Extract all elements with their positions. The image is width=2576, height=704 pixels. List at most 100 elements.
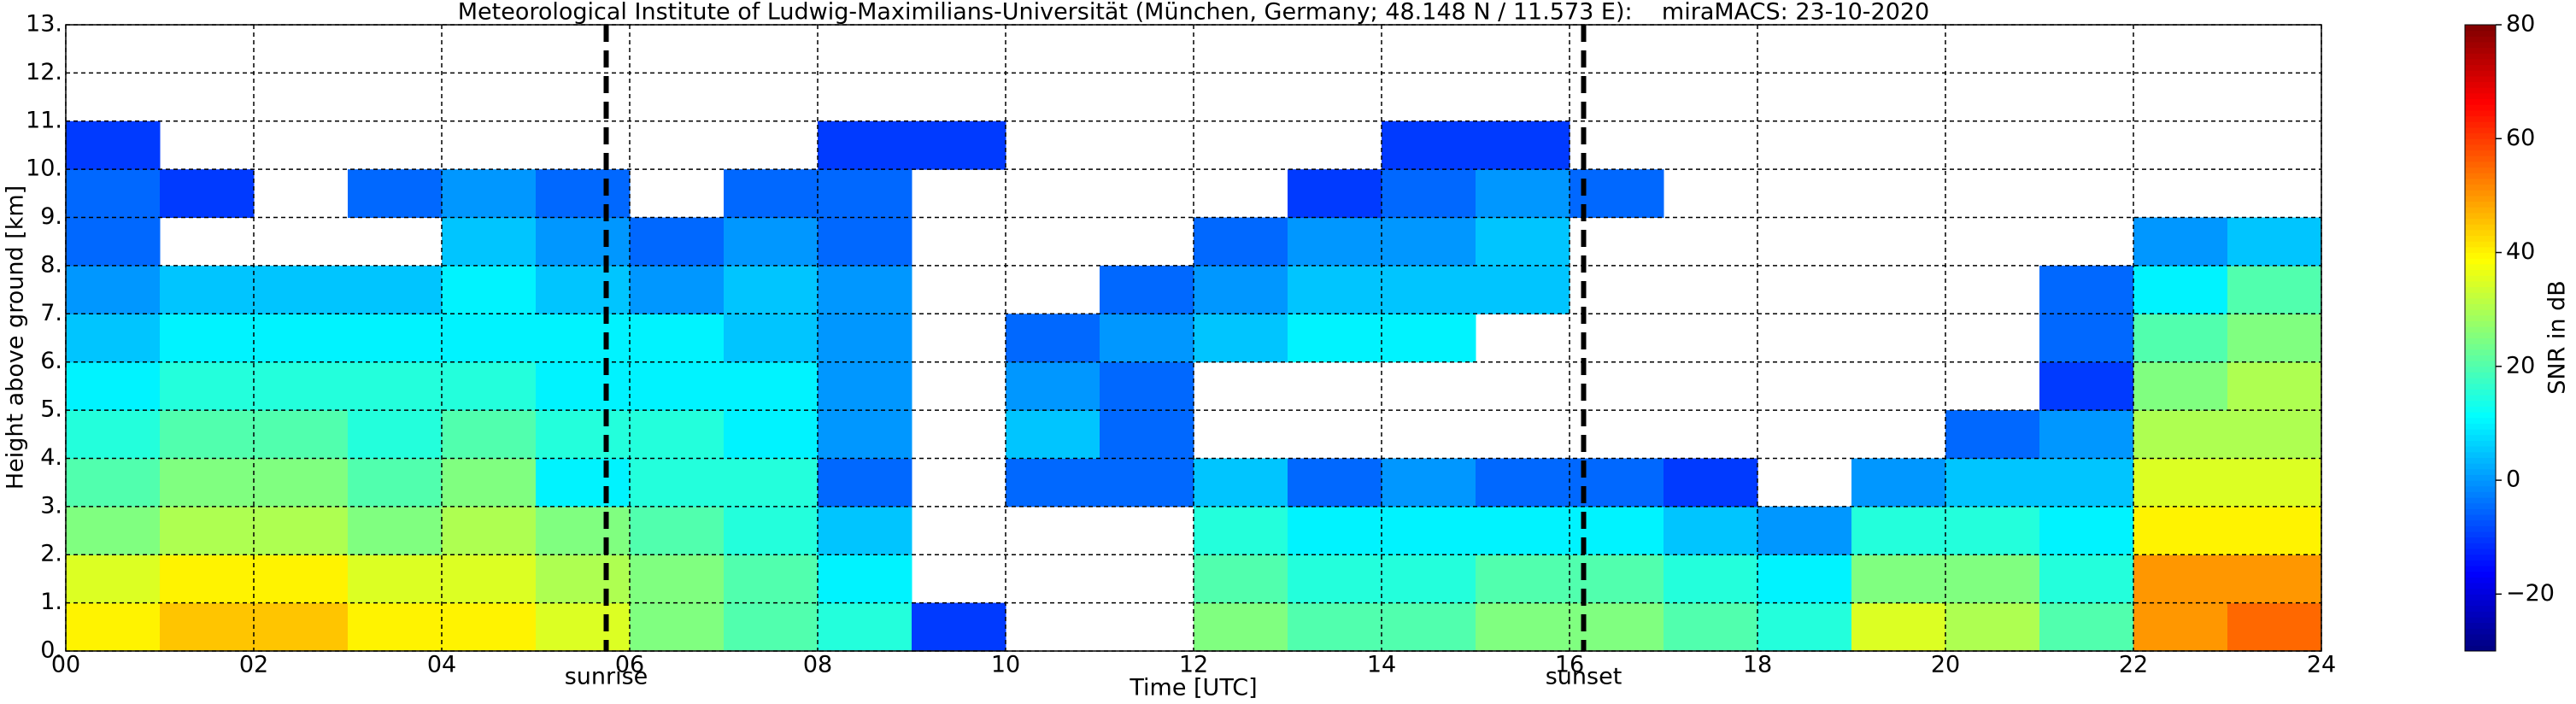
colorbar-step (2465, 161, 2496, 168)
snr-cell (1100, 410, 1194, 459)
x-tick-label: 02 (239, 652, 268, 678)
snr-cell (536, 217, 631, 267)
snr-cell (818, 458, 912, 507)
snr-cell (1851, 458, 1946, 507)
colorbar-step (2465, 178, 2496, 185)
snr-cell (348, 169, 443, 219)
colorbar-step (2465, 508, 2496, 515)
colorbar-tick-label: 80 (2506, 11, 2535, 38)
snr-cell (66, 602, 161, 652)
snr-cell (66, 458, 161, 507)
snr-cell (818, 410, 912, 459)
snr-cell (442, 265, 537, 314)
snr-cell (724, 217, 819, 267)
snr-cell (2039, 602, 2134, 652)
snr-cell (1288, 554, 1382, 604)
colorbar-step (2465, 331, 2496, 338)
y-tick-label: 10. (26, 155, 62, 182)
y-tick-label: 7. (40, 300, 62, 326)
snr-cell (1288, 314, 1382, 363)
y-tick-label: 9. (40, 203, 62, 230)
snr-cell (66, 120, 161, 170)
snr-cell (160, 314, 255, 363)
snr-cell (1006, 458, 1100, 507)
snr-cell (1851, 602, 1946, 652)
colorbar-step (2465, 292, 2496, 299)
snr-cell (818, 602, 912, 652)
chart-title: Meteorological Institute of Ludwig-Maxim… (458, 0, 1930, 26)
colorbar-step (2465, 269, 2496, 276)
snr-cell (724, 169, 819, 219)
x-tick-label: 14 (1367, 652, 1396, 678)
y-tick-label: 5. (40, 396, 62, 423)
snr-cell (160, 458, 255, 507)
colorbar-step (2465, 372, 2496, 378)
colorbar-step (2465, 212, 2496, 220)
snr-cell (348, 554, 443, 604)
colorbar-tick-label: 20 (2506, 352, 2535, 378)
snr-cell (1382, 506, 1476, 555)
y-tick-label: 12. (26, 59, 62, 85)
snr-cell (2227, 458, 2322, 507)
colorbar-step (2465, 583, 2496, 590)
x-tick-label: 04 (427, 652, 456, 678)
colorbar-step (2465, 184, 2496, 191)
snr-cell (1945, 410, 2040, 459)
colorbar-step (2465, 121, 2496, 128)
snr-cell (1945, 554, 2040, 604)
snr-cell (818, 361, 912, 411)
x-axis-label: Time [UTC] (1129, 675, 1257, 701)
colorbar-step (2465, 566, 2496, 572)
snr-cell (2133, 361, 2228, 411)
x-tick-label: 06 (615, 652, 644, 678)
colorbar-step (2465, 361, 2496, 367)
colorbar-step (2465, 440, 2496, 447)
snr-cell (1382, 602, 1476, 652)
snr-cell (66, 169, 161, 219)
snr-cell (1757, 602, 1852, 652)
colorbar-step (2465, 241, 2496, 248)
colorbar-step (2465, 81, 2496, 88)
snr-cell (1382, 265, 1476, 314)
snr-cell (2133, 410, 2228, 459)
snr-cell (160, 265, 255, 314)
snr-cell (2227, 602, 2322, 652)
snr-cell (536, 554, 631, 604)
snr-cell (1945, 602, 2040, 652)
colorbar-step (2465, 474, 2496, 481)
colorbar-step (2465, 645, 2496, 652)
snr-cell (2039, 314, 2134, 363)
snr-cell (2227, 361, 2322, 411)
snr-cell (536, 265, 631, 314)
colorbar-step (2465, 412, 2496, 419)
heatmap (66, 120, 2322, 652)
y-tick-label: 3. (40, 492, 62, 519)
snr-cell (1476, 169, 1570, 219)
x-tick-label: 10 (991, 652, 1020, 678)
colorbar-step (2465, 224, 2496, 231)
snr-cell (254, 361, 349, 411)
colorbar-step (2465, 92, 2496, 100)
snr-cell (1476, 554, 1570, 604)
snr-cell (160, 602, 255, 652)
colorbar-frame (2464, 24, 2497, 652)
x-tick-label: 20 (1931, 652, 1960, 678)
colorbar-step (2465, 451, 2496, 458)
colorbar-step (2465, 87, 2496, 94)
colorbar-step (2465, 543, 2496, 549)
snr-cell (1851, 554, 1946, 604)
colorbar-step (2465, 560, 2496, 566)
snr-cell (254, 265, 349, 314)
colorbar-step (2465, 355, 2496, 361)
colorbar-step (2465, 531, 2496, 538)
snr-cell (818, 265, 912, 314)
colorbar-step (2465, 525, 2496, 532)
snr-cell (1476, 217, 1570, 267)
snr-cell (2133, 554, 2228, 604)
snr-cell (1194, 458, 1288, 507)
snr-cell (1194, 554, 1288, 604)
snr-cell (1288, 506, 1382, 555)
snr-cell (536, 361, 631, 411)
snr-cell (254, 458, 349, 507)
snr-cell (724, 458, 819, 507)
